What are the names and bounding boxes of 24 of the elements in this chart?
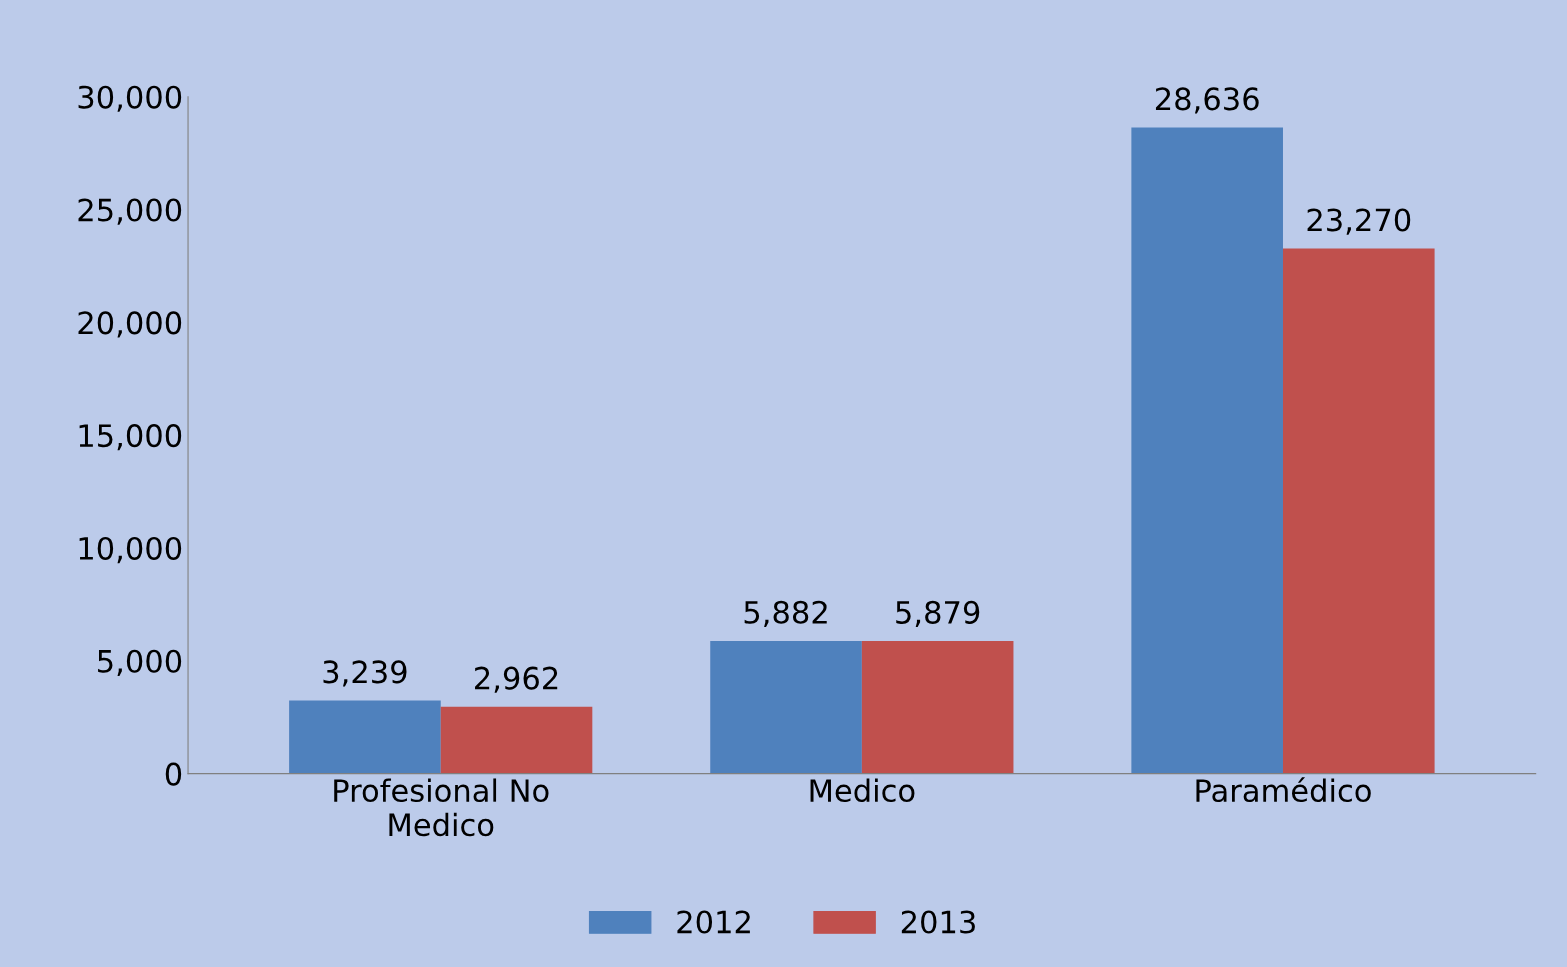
x-tick-label: Profesional No Medico [334, 778, 549, 837]
legend-label: 2012 [677, 910, 750, 934]
y-tick-label: 15,000 [79, 424, 182, 451]
bar [861, 640, 1014, 774]
y-tick-label: 20,000 [78, 311, 182, 338]
legend-label: 2013 [901, 910, 975, 934]
data-label: 28,636 [1155, 87, 1259, 114]
bar [289, 700, 441, 774]
data-label: 23,270 [1307, 208, 1411, 235]
data-label: 3,239 [323, 660, 407, 687]
x-tick-label: Medico [810, 778, 915, 803]
data-label: 2,962 [475, 666, 558, 693]
bar [1282, 248, 1435, 774]
y-tick-label: 25,000 [78, 198, 182, 225]
y-tick-label: 0 [165, 762, 182, 786]
y-tick-label: 30,000 [78, 85, 182, 112]
y-tick-label: 10,000 [79, 536, 182, 564]
bar [440, 706, 593, 774]
x-tick-label: Paramédico [1196, 777, 1371, 803]
bar [1131, 127, 1283, 774]
y-tick-label: 5,000 [98, 649, 182, 676]
data-label: 5,882 [744, 600, 827, 627]
bar [710, 640, 862, 774]
data-label: 5,879 [896, 600, 980, 628]
